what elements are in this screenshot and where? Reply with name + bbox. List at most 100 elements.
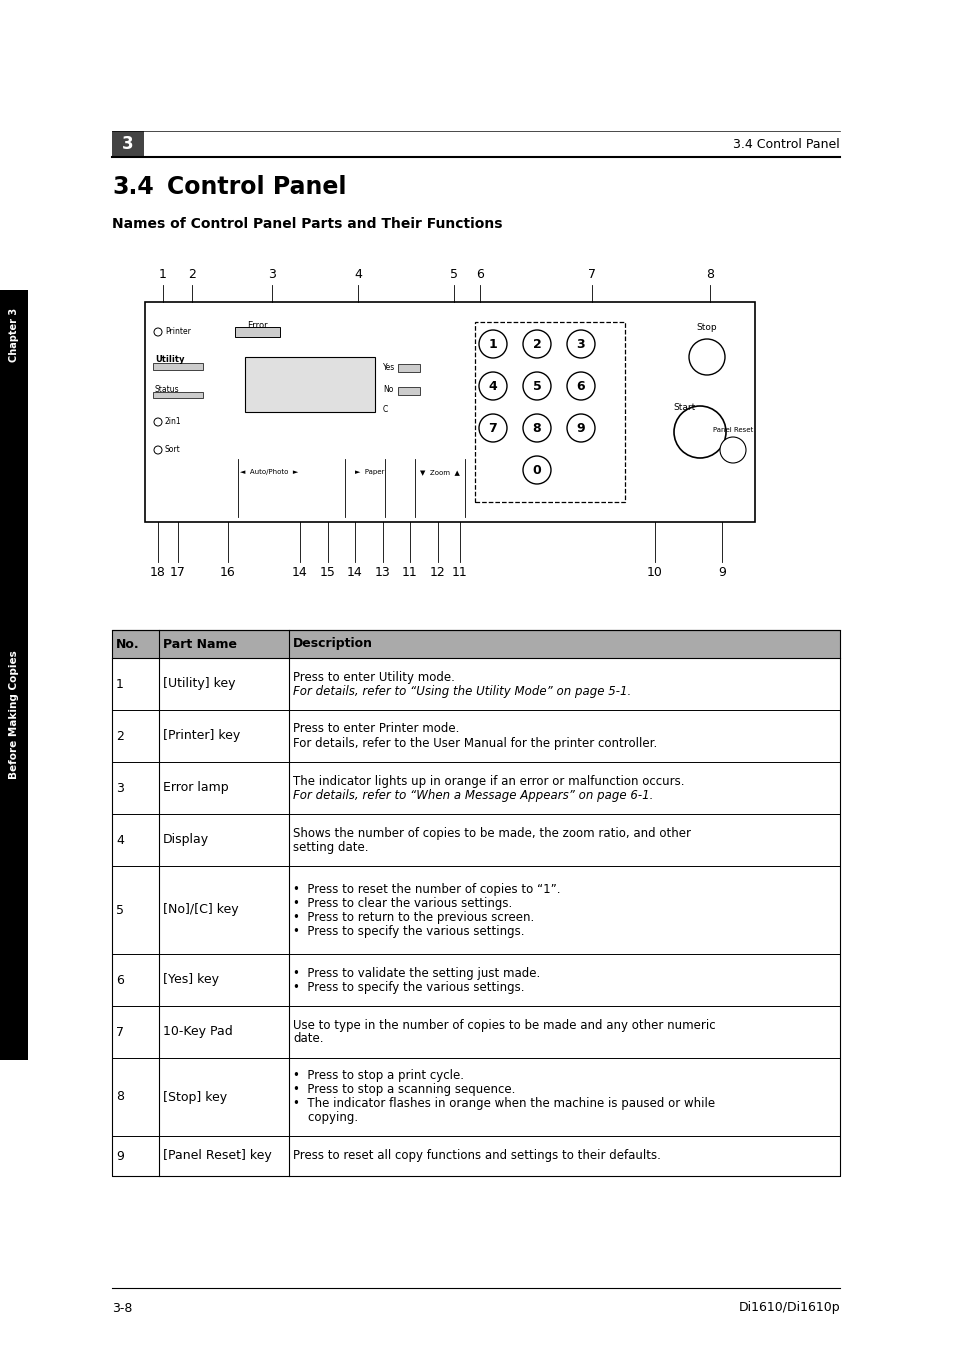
- Bar: [152, 392, 203, 399]
- Text: ◄  Auto/Photo  ►: ◄ Auto/Photo ►: [240, 469, 298, 476]
- Text: 6: 6: [116, 974, 124, 986]
- Bar: [112, 954, 840, 1006]
- Text: •  Press to stop a scanning sequence.: • Press to stop a scanning sequence.: [293, 1084, 515, 1097]
- Circle shape: [673, 407, 725, 458]
- Bar: [112, 630, 840, 658]
- Text: 11: 11: [402, 566, 417, 578]
- Text: 3: 3: [122, 135, 133, 153]
- Text: For details, refer to “Using the Utility Mode” on page 5-1.: For details, refer to “Using the Utility…: [293, 685, 631, 697]
- Bar: [397, 386, 419, 394]
- Circle shape: [720, 436, 745, 463]
- Text: [Stop] key: [Stop] key: [163, 1090, 227, 1104]
- Text: Sort: Sort: [165, 446, 180, 454]
- Circle shape: [522, 330, 551, 358]
- Bar: [0, 370, 28, 1061]
- Text: 6: 6: [576, 380, 585, 393]
- Text: 14: 14: [292, 566, 308, 578]
- Text: 3.4: 3.4: [112, 176, 153, 199]
- Text: Press to enter Printer mode.: Press to enter Printer mode.: [293, 723, 459, 735]
- Bar: [112, 815, 840, 866]
- Text: 9: 9: [116, 1150, 124, 1162]
- Circle shape: [153, 446, 162, 454]
- Bar: [112, 711, 840, 762]
- Text: Display: Display: [163, 834, 209, 847]
- Circle shape: [566, 372, 595, 400]
- Circle shape: [522, 372, 551, 400]
- Text: 11: 11: [452, 566, 467, 578]
- Text: copying.: copying.: [293, 1112, 357, 1124]
- Text: 9: 9: [576, 422, 585, 435]
- Text: Part Name: Part Name: [163, 638, 236, 650]
- Circle shape: [522, 457, 551, 484]
- Text: No.: No.: [116, 638, 139, 650]
- Text: 8: 8: [705, 269, 713, 281]
- Text: date.: date.: [293, 1032, 323, 1046]
- Bar: [112, 1006, 840, 1058]
- Text: 2: 2: [532, 338, 540, 350]
- Text: 7: 7: [587, 269, 596, 281]
- Text: 18: 18: [150, 566, 166, 578]
- Circle shape: [153, 328, 162, 336]
- Text: [No]/[C] key: [No]/[C] key: [163, 904, 238, 916]
- Text: Panel Reset: Panel Reset: [712, 427, 752, 434]
- Text: ▼  Zoom  ▲: ▼ Zoom ▲: [419, 469, 459, 476]
- Text: •  Press to return to the previous screen.: • Press to return to the previous screen…: [293, 911, 534, 924]
- Text: Error lamp: Error lamp: [163, 781, 229, 794]
- Bar: [234, 327, 280, 336]
- Text: 7: 7: [488, 422, 497, 435]
- Text: Before Making Copies: Before Making Copies: [9, 651, 19, 780]
- Circle shape: [478, 413, 506, 442]
- Text: 0: 0: [532, 463, 540, 477]
- Text: Printer: Printer: [165, 327, 191, 336]
- Text: 13: 13: [375, 566, 391, 578]
- Text: The indicator lights up in orange if an error or malfunction occurs.: The indicator lights up in orange if an …: [293, 774, 684, 788]
- Text: 1: 1: [116, 677, 124, 690]
- Circle shape: [478, 330, 506, 358]
- Circle shape: [478, 372, 506, 400]
- Bar: [475, 322, 624, 503]
- Bar: [112, 658, 840, 711]
- Text: For details, refer to “When a Message Appears” on page 6-1.: For details, refer to “When a Message Ap…: [293, 789, 653, 801]
- Text: 10-Key Pad: 10-Key Pad: [163, 1025, 233, 1039]
- Text: [Utility] key: [Utility] key: [163, 677, 235, 690]
- Text: 3: 3: [116, 781, 124, 794]
- Text: •  Press to stop a print cycle.: • Press to stop a print cycle.: [293, 1070, 463, 1082]
- Text: [Yes] key: [Yes] key: [163, 974, 219, 986]
- Text: 4: 4: [116, 834, 124, 847]
- Text: 4: 4: [354, 269, 361, 281]
- Text: 9: 9: [718, 566, 725, 578]
- Text: 7: 7: [116, 1025, 124, 1039]
- Text: 14: 14: [347, 566, 362, 578]
- Text: C: C: [382, 405, 388, 415]
- Text: •  Press to specify the various settings.: • Press to specify the various settings.: [293, 981, 524, 993]
- Bar: [112, 131, 144, 157]
- Text: Utility: Utility: [154, 355, 184, 365]
- Bar: [112, 762, 840, 815]
- Text: •  Press to specify the various settings.: • Press to specify the various settings.: [293, 924, 524, 938]
- Text: 12: 12: [430, 566, 445, 578]
- Text: 6: 6: [476, 269, 483, 281]
- Bar: [145, 303, 754, 521]
- Bar: [112, 630, 840, 1175]
- Text: For details, refer to the User Manual for the printer controller.: For details, refer to the User Manual fo…: [293, 736, 657, 750]
- Text: Description: Description: [293, 638, 373, 650]
- Text: 2in1: 2in1: [165, 417, 181, 427]
- Bar: [112, 866, 840, 954]
- Text: 15: 15: [319, 566, 335, 578]
- Text: Press to reset all copy functions and settings to their defaults.: Press to reset all copy functions and se…: [293, 1150, 660, 1162]
- Text: 3: 3: [576, 338, 585, 350]
- Text: Names of Control Panel Parts and Their Functions: Names of Control Panel Parts and Their F…: [112, 218, 502, 231]
- Text: •  Press to clear the various settings.: • Press to clear the various settings.: [293, 897, 512, 909]
- Text: 8: 8: [532, 422, 540, 435]
- Text: 3.4 Control Panel: 3.4 Control Panel: [733, 138, 840, 150]
- Text: •  Press to reset the number of copies to “1”.: • Press to reset the number of copies to…: [293, 882, 560, 896]
- Text: setting date.: setting date.: [293, 840, 368, 854]
- Text: 2: 2: [116, 730, 124, 743]
- Circle shape: [153, 417, 162, 426]
- Text: •  Press to validate the setting just made.: • Press to validate the setting just mad…: [293, 966, 539, 979]
- Text: 3: 3: [268, 269, 275, 281]
- Bar: [397, 363, 419, 372]
- Bar: [112, 1136, 840, 1175]
- Circle shape: [566, 330, 595, 358]
- Text: 10: 10: [646, 566, 662, 578]
